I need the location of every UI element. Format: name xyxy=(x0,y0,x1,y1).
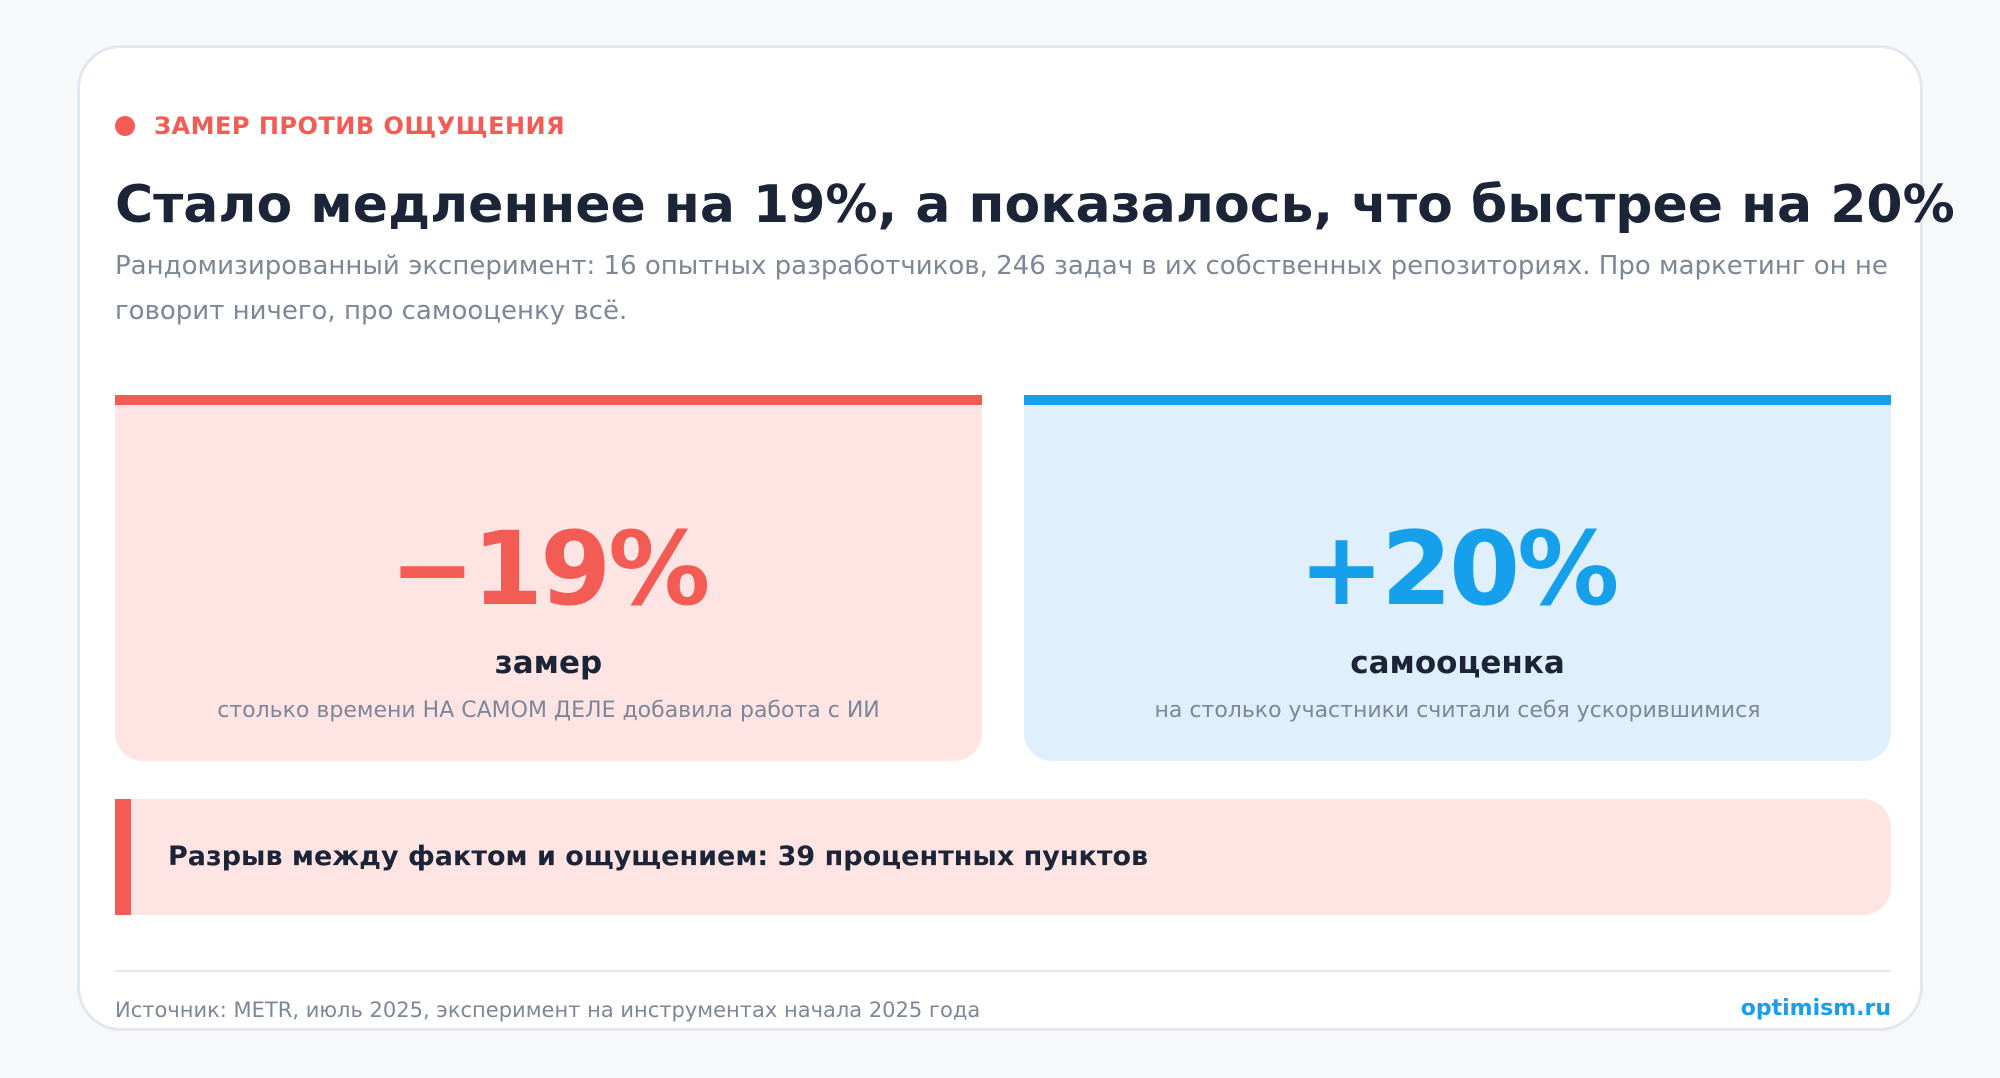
red-dot-icon xyxy=(115,116,135,136)
stat-value-self-assessment: +20% xyxy=(1298,510,1620,629)
source-note: Источник: METR, июль 2025, эксперимент н… xyxy=(115,998,981,1022)
kicker: ЗАМЕР ПРОТИВ ОЩУЩЕНИЯ xyxy=(115,106,565,146)
footer-divider xyxy=(115,970,1891,972)
stat-label-measured: замер xyxy=(494,645,603,681)
stat-description-self-assessment: на столько участники считали себя ускори… xyxy=(1154,698,1761,723)
infographic-card: ЗАМЕР ПРОТИВ ОЩУЩЕНИЯ Стало медленнее на… xyxy=(77,45,1955,1031)
stat-label-self-assessment: самооценка xyxy=(1350,645,1565,681)
stat-value-measured: −19% xyxy=(389,510,711,629)
stat-card-self-assessment: +20% самооценка на столько участники счи… xyxy=(1024,395,1891,761)
stat-description-measured: столько времени НА САМОМ ДЕЛЕ добавила р… xyxy=(217,698,880,723)
gap-callout: Разрыв между фактом и ощущением: 39 проц… xyxy=(115,799,1891,915)
stat-card-measured: −19% замер столько времени НА САМОМ ДЕЛЕ… xyxy=(115,395,982,761)
card-content: ЗАМЕР ПРОТИВ ОЩУЩЕНИЯ Стало медленнее на… xyxy=(115,48,1955,1028)
kicker-label: ЗАМЕР ПРОТИВ ОЩУЩЕНИЯ xyxy=(154,112,566,140)
gap-callout-text: Разрыв между фактом и ощущением: 39 проц… xyxy=(168,841,1149,872)
page-title: Стало медленнее на 19%, а показалось, чт… xyxy=(115,175,1955,235)
brand-link[interactable]: optimism.ru xyxy=(1740,996,1891,1021)
page-subtitle: Рандомизированный эксперимент: 16 опытны… xyxy=(115,251,1888,326)
